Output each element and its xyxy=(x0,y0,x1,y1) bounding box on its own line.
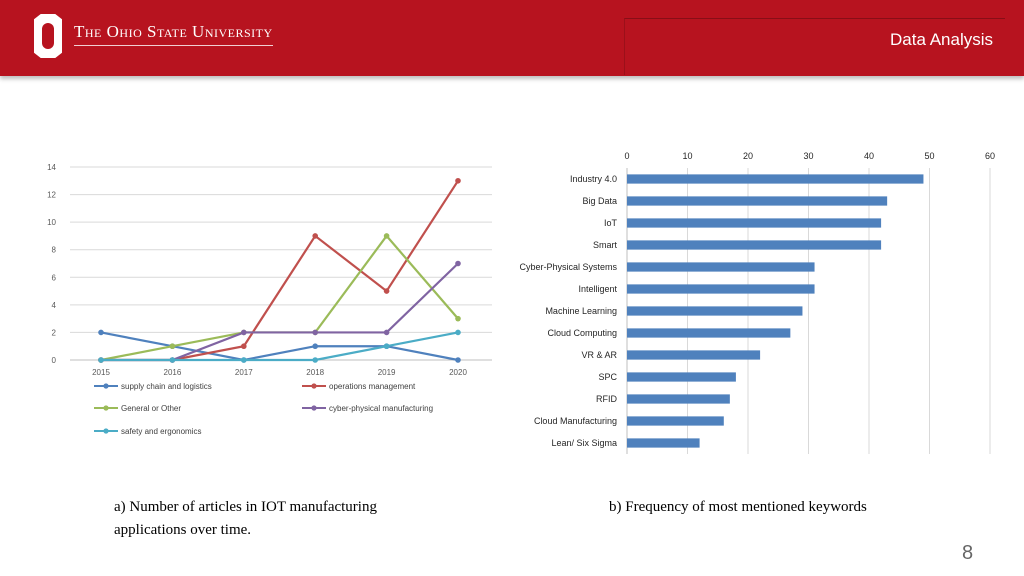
legend-marker xyxy=(311,383,317,389)
line-chart: 0 2 4 6 8 10 12 14 2015 2016 2017 2018 2019 2020 suppl… xyxy=(47,163,492,436)
data-point xyxy=(383,233,390,239)
data-point xyxy=(312,343,319,350)
x-tick-label: 2015 xyxy=(92,368,110,377)
data-point xyxy=(241,357,247,363)
header-bar: The Ohio State University Data Analysis xyxy=(0,0,1024,76)
x-tick-label: 20 xyxy=(743,151,753,161)
legend-label: cyber-physical manufacturing xyxy=(329,404,433,413)
series-line xyxy=(101,262,459,362)
y-tick-label: 4 xyxy=(52,301,57,310)
bar-chart: 0 10 20 30 40 50 60 Industry 4.0 Big Data IoT Smar… xyxy=(519,151,995,454)
section-title-box xyxy=(624,18,1005,75)
bar xyxy=(627,196,888,206)
data-point xyxy=(455,260,461,267)
data-point xyxy=(241,329,247,336)
x-tick-label: 2018 xyxy=(306,368,324,377)
legend-marker xyxy=(103,405,109,411)
data-point xyxy=(455,329,461,336)
x-tick-label: 2020 xyxy=(449,368,467,377)
data-point xyxy=(383,329,390,336)
bar xyxy=(627,240,882,250)
bar xyxy=(627,438,700,448)
series-line xyxy=(100,234,459,362)
bar xyxy=(627,372,736,382)
y-tick-label: 8 xyxy=(52,246,57,255)
x-tick-label: 40 xyxy=(864,151,874,161)
data-point xyxy=(455,315,461,322)
category-label: RFID xyxy=(596,394,617,404)
category-label: VR & AR xyxy=(581,350,617,360)
legend-label: safety and ergonomics xyxy=(121,427,202,436)
data-point xyxy=(169,357,176,363)
bar xyxy=(627,306,803,316)
data-point xyxy=(98,329,104,336)
data-point xyxy=(455,177,461,184)
x-tick-label: 0 xyxy=(624,151,629,161)
x-tick-label: 2016 xyxy=(164,368,182,377)
category-label: Intelligent xyxy=(578,284,617,294)
category-label: Machine Learning xyxy=(545,306,617,316)
x-tick-label: 2017 xyxy=(235,368,253,377)
bar xyxy=(627,174,924,184)
bar xyxy=(627,328,791,338)
data-point xyxy=(383,288,390,294)
x-tick-label: 50 xyxy=(924,151,934,161)
series-line xyxy=(100,331,459,362)
category-label: Cloud Computing xyxy=(547,328,617,338)
category-label: SPC xyxy=(598,372,617,382)
data-point xyxy=(169,343,176,350)
category-label: IoT xyxy=(604,218,618,228)
y-tick-label: 12 xyxy=(47,191,56,200)
university-name: The Ohio State University xyxy=(74,22,273,46)
data-point xyxy=(312,329,319,336)
data-point xyxy=(455,357,461,363)
category-label: Smart xyxy=(593,240,618,250)
data-point xyxy=(98,357,104,363)
x-tick-label: 60 xyxy=(985,151,995,161)
y-tick-label: 10 xyxy=(47,218,56,227)
data-point xyxy=(241,343,247,350)
bar xyxy=(627,394,730,404)
data-point xyxy=(383,343,390,350)
bar xyxy=(627,284,815,294)
y-tick-label: 6 xyxy=(52,273,57,282)
x-tick-label: 30 xyxy=(803,151,813,161)
legend-label: supply chain and logistics xyxy=(121,382,212,391)
block-o-logo xyxy=(34,14,62,58)
legend-label: General or Other xyxy=(121,404,181,413)
section-title: Data Analysis xyxy=(890,30,993,49)
y-tick-label: 14 xyxy=(47,163,56,172)
page-number: 8 xyxy=(962,542,974,564)
data-point xyxy=(312,357,319,363)
legend-marker xyxy=(311,405,317,411)
category-label: Lean/ Six Sigma xyxy=(551,438,617,448)
caption-left-line1: a) Number of articles in IOT manufacturi… xyxy=(114,499,377,515)
category-label: Cloud Manufacturing xyxy=(534,416,617,426)
y-tick-label: 2 xyxy=(52,328,57,337)
legend-marker xyxy=(103,428,109,434)
category-label: Industry 4.0 xyxy=(570,174,617,184)
category-label: Cyber-Physical Systems xyxy=(519,262,617,272)
bar xyxy=(627,416,724,426)
category-label: Big Data xyxy=(582,196,617,206)
legend-marker xyxy=(103,383,109,389)
bar xyxy=(627,218,882,228)
legend-label: operations management xyxy=(329,382,416,391)
caption-right: b) Frequency of most mentioned keywords xyxy=(609,499,867,515)
data-point xyxy=(312,233,319,239)
x-tick-label: 10 xyxy=(682,151,692,161)
bar xyxy=(627,350,761,360)
caption-left-line2: applications over time. xyxy=(114,522,252,538)
x-tick-label: 2019 xyxy=(378,368,396,377)
bar xyxy=(627,262,815,272)
series-line xyxy=(101,331,459,362)
y-tick-label: 0 xyxy=(52,356,57,365)
